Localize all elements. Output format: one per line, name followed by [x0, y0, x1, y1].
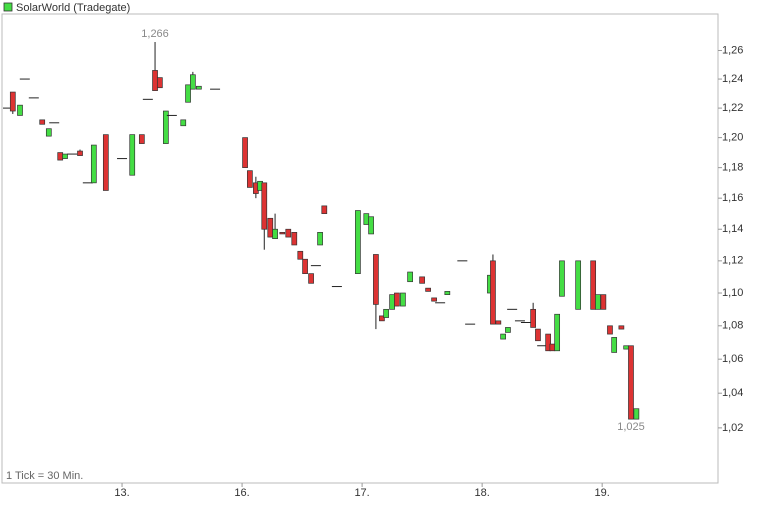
- candle-body: [495, 320, 502, 325]
- candle-body: [291, 232, 298, 246]
- candle-body: [607, 325, 613, 335]
- candle-body: [185, 84, 191, 103]
- candle-body: [279, 232, 286, 235]
- candle-body: [623, 345, 630, 350]
- y-tick-label: 1,18: [722, 162, 743, 174]
- candle-body: [317, 232, 323, 246]
- candle-body: [490, 260, 496, 325]
- candle-body: [628, 345, 634, 420]
- candle-body: [419, 276, 425, 284]
- candle-body: [394, 292, 400, 307]
- y-tick-label: 1,06: [722, 353, 743, 365]
- candle-body: [321, 205, 328, 214]
- y-tick-label: 1,14: [722, 223, 743, 235]
- legend-label: SolarWorld (Tradegate): [16, 2, 130, 14]
- y-tick-label: 1,22: [722, 102, 743, 114]
- candle-body: [407, 271, 413, 283]
- candle-body: [368, 216, 374, 235]
- candle-body: [355, 210, 361, 274]
- candle-body: [444, 291, 451, 295]
- y-tick-label: 1,20: [722, 132, 743, 144]
- candle-body: [9, 91, 16, 112]
- y-tick-label: 1,24: [722, 73, 743, 85]
- candle-body: [595, 294, 601, 310]
- candle-body: [129, 134, 136, 176]
- y-tick-label: 1,08: [722, 320, 743, 332]
- footnote: 1 Tick = 30 Min.: [6, 470, 83, 482]
- x-tick-label: 18.: [474, 487, 489, 499]
- candle-body: [152, 70, 158, 91]
- y-tick-label: 1,16: [722, 192, 743, 204]
- candle-body: [138, 134, 145, 144]
- candle-body: [500, 333, 506, 340]
- y-tick-label: 1,26: [722, 44, 743, 56]
- candle-body: [62, 153, 68, 159]
- candle-body: [45, 128, 52, 137]
- candle-body: [431, 297, 437, 302]
- candle-body: [554, 313, 561, 352]
- candle-body: [545, 333, 552, 352]
- candle-body: [559, 260, 565, 297]
- candle-body: [575, 260, 582, 310]
- candle-body: [285, 228, 292, 238]
- y-tick-label: 1,02: [722, 422, 743, 434]
- candle-body: [242, 137, 248, 168]
- x-tick-label: 16.: [234, 487, 249, 499]
- candle-body: [425, 287, 431, 292]
- candle-body: [156, 77, 163, 89]
- candle-body: [39, 119, 46, 125]
- candle-body: [400, 292, 406, 307]
- candle-body: [373, 254, 379, 305]
- candle-body: [618, 325, 625, 330]
- candle-body: [535, 328, 541, 342]
- candle-body: [190, 74, 196, 90]
- x-tick-label: 17.: [354, 487, 369, 499]
- x-tick-label: 19.: [595, 487, 610, 499]
- candle-body: [90, 144, 97, 184]
- candle-body: [297, 250, 304, 260]
- y-tick-label: 1,04: [722, 387, 743, 399]
- candle-body: [261, 182, 268, 230]
- annotation: 1,025: [617, 421, 645, 433]
- candle-body: [272, 228, 278, 240]
- candle-body: [267, 217, 274, 238]
- candle-body: [363, 213, 370, 225]
- candle-body: [57, 152, 64, 161]
- candle-body: [17, 104, 23, 116]
- annotation: 1,266: [141, 28, 169, 40]
- candle-body: [302, 258, 308, 274]
- candle-body: [505, 327, 511, 333]
- y-tick-label: 1,12: [722, 255, 743, 267]
- candle-body: [600, 294, 607, 310]
- candle-body: [196, 85, 202, 90]
- candle-body: [379, 315, 385, 322]
- candle-body: [102, 134, 109, 191]
- candle-body: [162, 110, 169, 144]
- candle-body: [180, 119, 187, 127]
- candle-body: [308, 273, 314, 284]
- legend-swatch: [3, 2, 13, 12]
- candle-body: [633, 408, 640, 420]
- candle-body: [383, 308, 389, 318]
- y-tick-label: 1,10: [722, 287, 743, 299]
- candle-body: [611, 337, 618, 353]
- candle-body: [77, 150, 83, 156]
- candle-body: [530, 308, 536, 328]
- candle-body: [247, 170, 253, 188]
- candle-body: [389, 294, 395, 310]
- x-tick-label: 13.: [114, 487, 129, 499]
- candle-body: [549, 343, 556, 352]
- candle-body: [590, 260, 597, 310]
